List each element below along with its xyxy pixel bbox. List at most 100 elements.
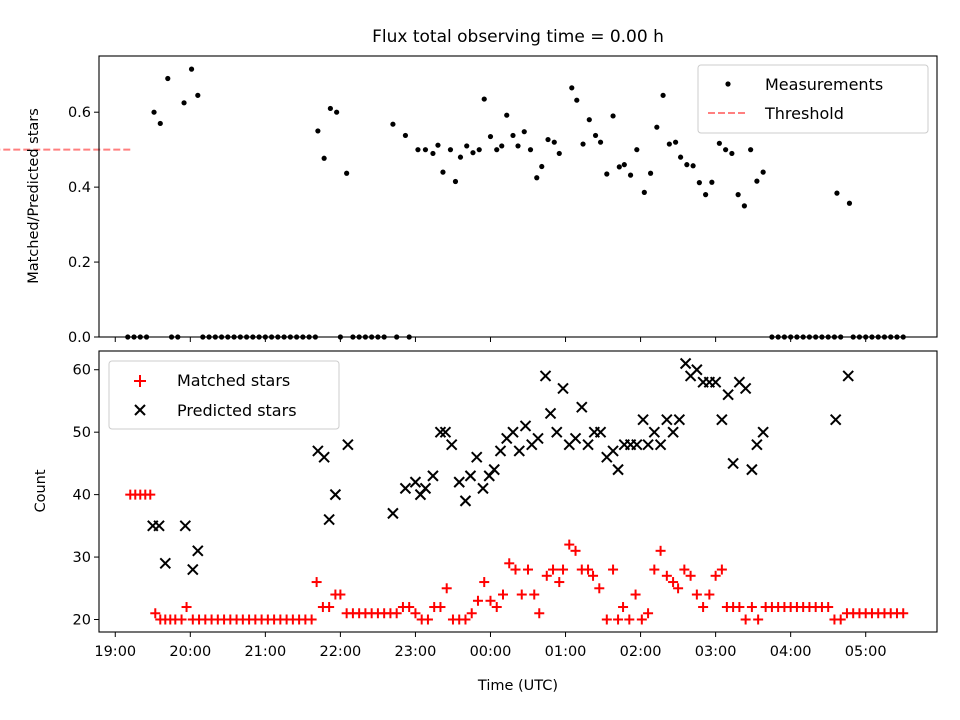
matched-star-point xyxy=(710,570,721,581)
bottom-x-tick-label: 05:00 xyxy=(845,644,887,660)
predicted-star-point xyxy=(427,470,439,482)
matched-star-point xyxy=(601,614,612,625)
matched-star-point xyxy=(668,577,679,588)
matched-star-point xyxy=(655,545,666,556)
measurement-point xyxy=(641,189,647,195)
bottom-x-tick-label: 02:00 xyxy=(620,644,662,660)
measurement-point xyxy=(672,139,679,145)
matched-star-point xyxy=(558,564,569,575)
measurement-point xyxy=(621,162,627,168)
measurement-point xyxy=(834,190,840,196)
predicted-star-point xyxy=(179,520,192,532)
matched-star-point xyxy=(594,583,605,594)
measurement-point xyxy=(457,154,464,160)
predicted-star-point xyxy=(439,426,452,438)
matched-star-point xyxy=(583,564,594,575)
measurement-point xyxy=(430,150,436,157)
predicted-star-point xyxy=(757,426,769,438)
predicted-star-point xyxy=(642,438,654,451)
measurement-point xyxy=(476,147,482,153)
measurement-point xyxy=(729,150,735,157)
predicted-star-point xyxy=(648,426,661,438)
measurement-point xyxy=(344,170,350,176)
bottom-panel: 20 30 40 50 60 19:00 20:00 21:00 22:00 23:00 00:0… xyxy=(33,350,938,694)
bottom-x-tick-label: 01:00 xyxy=(545,644,587,660)
measurement-point xyxy=(504,112,510,118)
matched-star-point xyxy=(529,589,540,600)
bottom-x-tick-label: 04:00 xyxy=(770,644,812,660)
measurement-point xyxy=(539,163,545,170)
matched-star-point xyxy=(311,577,322,588)
predicted-star-point xyxy=(453,476,465,488)
predicted-star-point xyxy=(446,438,458,451)
measurement-point xyxy=(165,75,171,82)
top-y-tick-label: 0.0 xyxy=(68,330,91,346)
matched-star-point xyxy=(335,589,346,600)
matched-star-point xyxy=(460,614,471,625)
matched-star-point xyxy=(588,570,599,581)
matched-star-point xyxy=(181,602,192,613)
matched-star-point xyxy=(608,564,619,575)
measurement-point xyxy=(580,141,586,147)
predicted-star-point xyxy=(159,557,171,570)
measurement-point xyxy=(452,178,459,185)
predicted-star-point xyxy=(557,382,569,395)
matched-star-point xyxy=(636,614,647,625)
predicted-star-point xyxy=(477,482,489,495)
predicted-star-point xyxy=(842,370,854,382)
top-y-axis-label: Matched/Predicted stars xyxy=(26,108,42,284)
predicted-star-point xyxy=(727,457,739,470)
matched-star-point xyxy=(404,602,415,613)
legend-matched-marker xyxy=(134,375,146,387)
predicted-star-point xyxy=(507,426,519,438)
predicted-star-point xyxy=(399,482,412,495)
measurement-point xyxy=(677,154,684,160)
measurement-point xyxy=(464,143,470,149)
bottom-x-ticks: 19:00 20:00 21:00 22:00 23:00 00:00 01:00 02:00… xyxy=(94,632,887,660)
matched-star-point xyxy=(523,564,534,575)
measurement-point xyxy=(499,143,505,149)
measurement-point xyxy=(447,147,454,153)
predicted-star-point xyxy=(539,370,552,382)
predicted-star-point xyxy=(323,513,335,526)
measurement-point xyxy=(515,143,521,149)
matched-star-point xyxy=(391,608,402,619)
bottom-y-tick-label: 30 xyxy=(73,550,91,566)
measurement-point xyxy=(545,136,551,143)
measurement-point xyxy=(684,162,690,168)
predicted-star-point xyxy=(661,413,673,426)
measurement-point xyxy=(181,100,187,106)
measurement-point xyxy=(440,169,446,175)
measurement-point xyxy=(321,155,327,161)
predicted-star-point xyxy=(829,413,842,426)
bottom-axes-frame xyxy=(98,350,938,633)
predicted-star-point xyxy=(582,438,594,451)
predicted-star-point xyxy=(673,413,686,426)
matched-star-point xyxy=(649,564,660,575)
predicted-star-point xyxy=(419,482,432,495)
predicted-star-point xyxy=(387,507,399,520)
measurement-point xyxy=(556,150,562,157)
bottom-legend: Matched stars Predicted stars xyxy=(108,360,340,430)
legend-predicted-label: Predicted stars xyxy=(177,401,297,420)
measurement-point xyxy=(696,180,702,186)
measurement-point xyxy=(195,92,201,98)
measurement-point xyxy=(846,200,853,206)
measurement-point xyxy=(666,141,672,147)
matched-star-point xyxy=(176,614,187,625)
measurement-point xyxy=(487,133,494,140)
measurement-point xyxy=(627,172,634,178)
matched-star-point xyxy=(679,564,690,575)
top-marks xyxy=(0,66,906,340)
predicted-star-point xyxy=(544,407,557,420)
measurement-point xyxy=(660,92,666,98)
predicted-star-point xyxy=(488,463,500,476)
measurement-point xyxy=(315,128,321,134)
measurement-point xyxy=(470,150,476,156)
measurement-point xyxy=(527,147,534,153)
legend-measurements-label: Measurements xyxy=(765,75,883,94)
measurement-point xyxy=(494,147,500,153)
matched-star-point xyxy=(613,614,624,625)
bottom-x-tick-label: 23:00 xyxy=(395,644,437,660)
matched-star-point xyxy=(673,583,684,594)
